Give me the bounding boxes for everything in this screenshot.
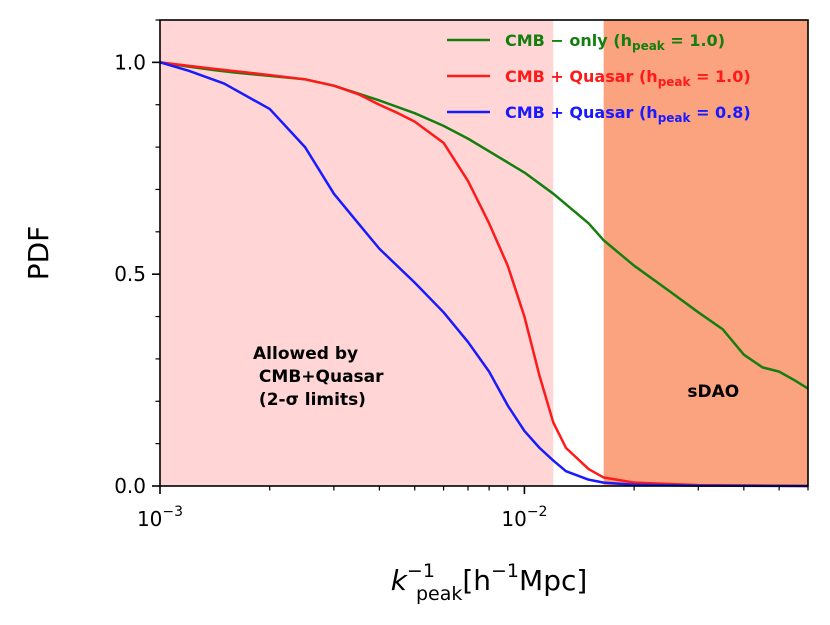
allowed-region (160, 20, 554, 486)
x-tick-base: 10 (137, 507, 162, 531)
sdao-region (603, 20, 808, 486)
legend-label-sub: peak (658, 111, 692, 125)
legend-label-main: CMB + Quasar (h (505, 103, 658, 122)
x-tick-label: 10−2 (501, 504, 547, 531)
annotations: Allowed by CMB+Quasar (2-σ limits) sDAO (253, 344, 739, 410)
legend: CMB − only (hpeak = 1.0)CMB + Quasar (hp… (447, 31, 751, 125)
x-label-unit: [h (462, 564, 491, 597)
legend-label-sub: peak (658, 75, 692, 89)
sdao-annotation: sDAO (687, 382, 739, 402)
series-line-3 (159, 61, 809, 488)
series-line-2 (159, 61, 809, 488)
x-tick-exponent: −3 (162, 504, 183, 520)
legend-label-tail: = 1.0) (665, 31, 725, 50)
y-tick-label: 0.0 (114, 474, 146, 498)
legend-label-1: CMB − only (hpeak = 1.0) (505, 31, 725, 53)
allowed-annotation: Allowed by CMB+Quasar (2-σ limits) (253, 344, 384, 410)
legend-label-tail: = 0.8) (691, 103, 751, 122)
x-label-unit-sup: −1 (491, 560, 519, 582)
annotation-line: sDAO (687, 382, 739, 402)
x-tick-label: 10−3 (137, 504, 183, 531)
y-axis-label: PDF (22, 226, 55, 281)
x-label-sub: peak (416, 583, 462, 605)
plot-frame (159, 19, 809, 487)
legend-label-tail: = 1.0) (691, 67, 751, 86)
x-label-unit-post: Mpc] (519, 564, 587, 597)
legend-label-3: CMB + Quasar (hpeak = 0.8) (505, 103, 751, 125)
legend-label-main: CMB + Quasar (h (505, 67, 658, 86)
x-tick-base: 10 (501, 507, 526, 531)
legend-label-2: CMB + Quasar (hpeak = 1.0) (505, 67, 751, 89)
x-tick-exponent: −2 (527, 504, 548, 520)
legend-label-main: CMB − only (h (505, 31, 632, 50)
x-label-base: k (391, 564, 409, 597)
x-label-sup: −1 (407, 560, 435, 582)
series-lines (159, 61, 809, 488)
y-tick-label: 1.0 (114, 50, 146, 74)
shaded-regions (160, 20, 808, 486)
x-axis-label: k−1 peak[h−1Mpc] (391, 560, 588, 605)
legend-label-sub: peak (632, 39, 666, 53)
y-tick-label: 0.5 (114, 262, 146, 286)
annotation-line: Allowed by (253, 344, 358, 364)
annotation-line: CMB+Quasar (253, 367, 384, 387)
annotation-line: (2-σ limits) (253, 390, 366, 410)
